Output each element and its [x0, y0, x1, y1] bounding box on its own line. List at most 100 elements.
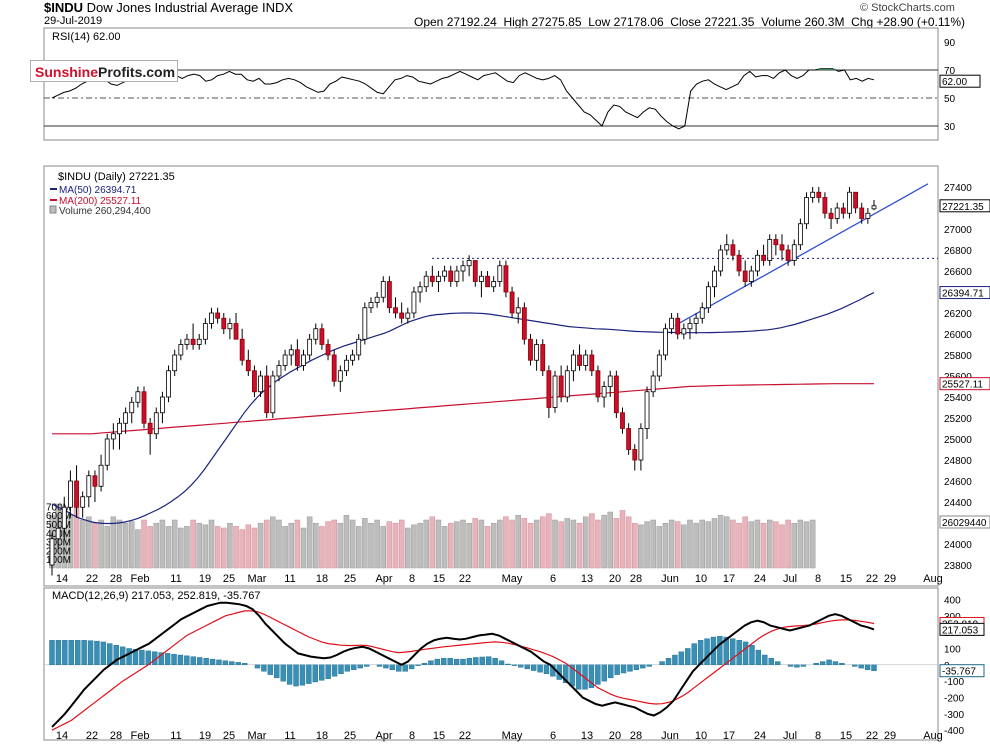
candle-body — [196, 338, 202, 345]
candle — [313, 323, 319, 345]
volume-bar — [650, 519, 656, 569]
candle — [141, 386, 147, 429]
macd-histogram-bar — [473, 657, 479, 666]
volume-bar — [165, 526, 172, 569]
volume-bar — [337, 522, 344, 569]
candle — [620, 407, 625, 434]
x-tick-label-macd: 11 — [170, 730, 181, 742]
candle-body — [797, 223, 803, 246]
x-tick-label: 8 — [815, 573, 821, 585]
macd-histogram-bar — [717, 636, 723, 666]
macd-histogram-bar — [762, 654, 768, 666]
candle-body — [779, 244, 785, 251]
volume-bar — [294, 519, 301, 569]
candle-body — [804, 197, 809, 225]
macd-histogram-bar — [428, 660, 434, 666]
candle — [589, 349, 595, 376]
candle-body — [307, 338, 313, 356]
index-name: Dow Jones Industrial Average — [86, 0, 259, 15]
volume-bar — [803, 521, 810, 569]
candle-body — [773, 239, 779, 246]
macd-histogram-bar — [331, 664, 338, 677]
logo-part-2: Profits.com — [98, 64, 176, 80]
volume-value: 260.3M — [804, 15, 845, 29]
volume-bar — [539, 516, 546, 569]
candle — [730, 239, 736, 261]
volume-bar — [509, 519, 515, 569]
volume-bar — [104, 526, 110, 569]
volume-bar — [570, 519, 577, 569]
macd-histogram-bar — [363, 664, 370, 667]
candle-body — [810, 191, 816, 198]
x-tick-label-macd: 13 — [581, 730, 593, 742]
candle — [571, 349, 576, 382]
candle-body — [577, 354, 582, 366]
macd-histogram-bar — [646, 664, 652, 667]
candle-body — [190, 338, 196, 345]
candle-body — [742, 270, 748, 282]
header-date: 29-Jul-2019 — [44, 15, 103, 27]
candle-body — [840, 207, 846, 214]
candle — [417, 281, 423, 303]
price-legend-ma200: MA(200) 25527.11 — [59, 196, 142, 207]
candle — [724, 234, 730, 256]
macd-histogram-bar — [794, 664, 800, 668]
candle-body — [252, 370, 257, 393]
volume-bar — [221, 527, 227, 569]
price-tick-label: 24800 — [944, 456, 972, 467]
candle — [380, 276, 386, 303]
candle-body — [638, 428, 644, 461]
macd-histogram-bar — [601, 664, 607, 682]
candle-body — [730, 244, 736, 256]
x-tick-label-macd: 8 — [409, 730, 415, 742]
macd-histogram-bar — [852, 664, 858, 667]
candle-body — [423, 275, 429, 288]
candle-body — [178, 344, 184, 356]
candle — [325, 339, 331, 361]
volume-bar — [521, 518, 528, 569]
x-tick-label: 28 — [630, 573, 642, 585]
x-tick-label-macd: Apr — [375, 730, 392, 742]
macd-signal-line — [51, 610, 875, 731]
volume-bar — [325, 521, 331, 569]
volume-bar — [447, 522, 454, 569]
candle-body — [472, 260, 478, 282]
macd-histogram-bar — [543, 664, 550, 675]
macd-histogram-bar — [453, 658, 460, 666]
volume-bar — [760, 522, 767, 569]
rsi-last-value: 62.00 — [942, 77, 967, 88]
volume-bar — [374, 519, 380, 569]
candle — [650, 370, 656, 397]
macd-tick-label: -300 — [944, 710, 964, 721]
candle — [55, 517, 61, 550]
volume-bar — [405, 527, 411, 569]
x-tick-label-macd: Feb — [131, 730, 150, 742]
macd-tick-label: -200 — [944, 694, 964, 705]
volume-bar — [319, 526, 325, 569]
candle — [147, 418, 153, 455]
volume-bar — [282, 526, 288, 569]
close-value: 27221.35 — [704, 15, 755, 29]
symbol: $INDU — [44, 0, 84, 15]
price-tick-label: 23800 — [944, 561, 972, 572]
candle-body — [393, 307, 398, 314]
candle-body — [693, 317, 699, 324]
trendline — [674, 183, 929, 327]
volume-bar — [79, 519, 86, 569]
candle-body — [558, 375, 564, 398]
volume-bar — [656, 526, 663, 569]
candle — [80, 491, 86, 518]
candle-body — [503, 265, 509, 293]
macd-last-box — [939, 622, 985, 636]
candle-body — [669, 317, 674, 330]
x-tick-label: May — [502, 573, 523, 585]
macd-histogram-bar — [216, 659, 222, 666]
x-tick-label-macd: 22 — [866, 730, 878, 742]
volume-bar — [607, 511, 613, 569]
macd-histogram-bar — [222, 660, 229, 666]
volume-tick-label: 600M — [46, 511, 71, 522]
volume-bar — [380, 526, 387, 569]
macd-histogram-bar — [755, 649, 762, 666]
candle-body — [239, 338, 245, 361]
candle-body — [528, 338, 533, 361]
